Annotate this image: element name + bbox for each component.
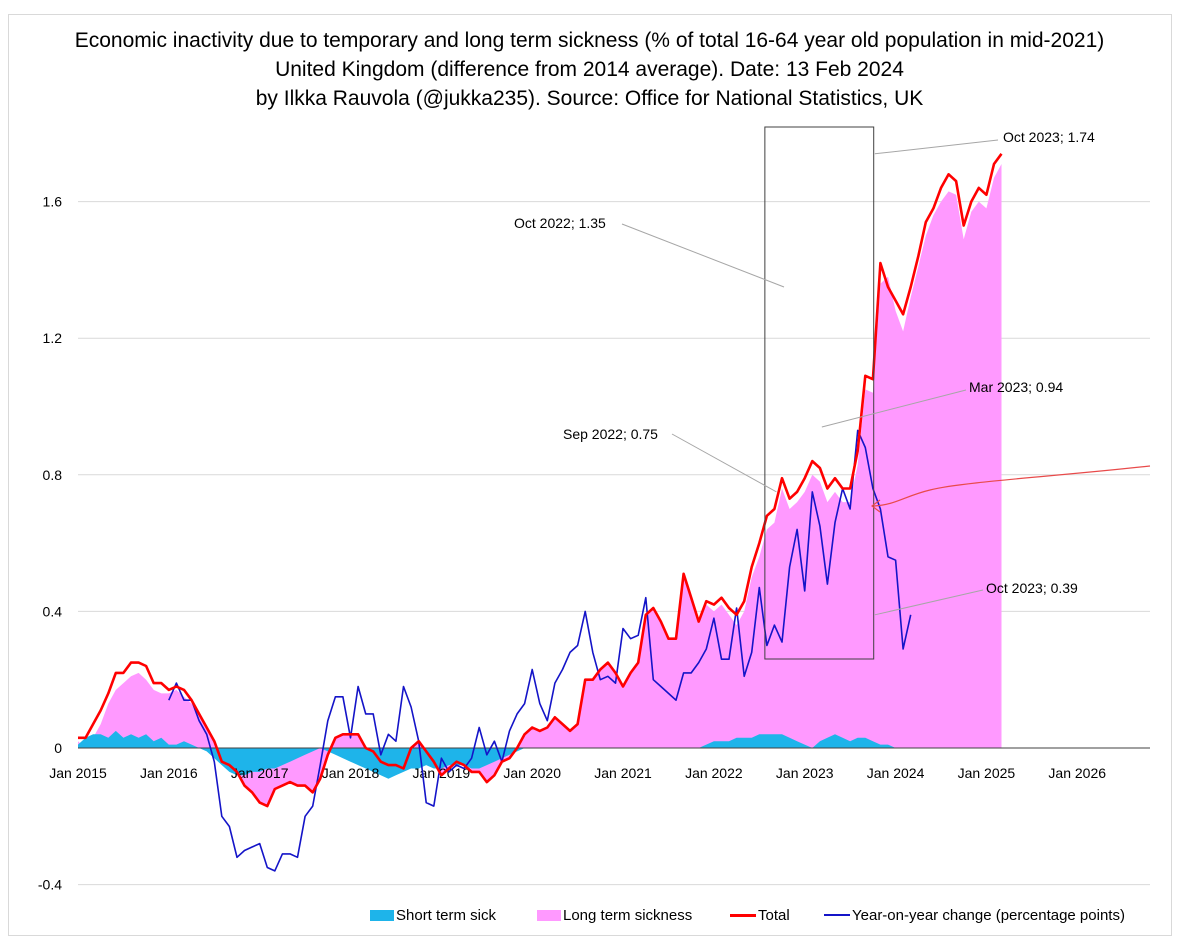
long-term-area — [78, 164, 1002, 807]
legend-swatch-long-term — [537, 909, 561, 921]
x-tick-label: Jan 2021 — [594, 765, 652, 781]
legend-label-yoy: Year-on-year change (percentage points) — [852, 906, 1125, 924]
x-tick-label: Jan 2020 — [503, 765, 561, 781]
x-tick-label: Jan 2025 — [958, 765, 1016, 781]
legend-swatch-short-term — [370, 909, 394, 921]
y-tick-label: 1.2 — [43, 330, 63, 346]
legend-item-yoy: Year-on-year change (percentage points) — [824, 905, 1125, 925]
chart-title-line-2: United Kingdom (difference from 2014 ave… — [275, 58, 904, 81]
annotation-leader — [874, 589, 984, 616]
x-tick-label: Jan 2022 — [685, 765, 743, 781]
legend-item-long-term: Long term sickness — [537, 905, 692, 925]
legend-item-total: Total — [730, 905, 790, 925]
projection-arrow — [873, 465, 1151, 507]
annotation-label: Oct 2023; 0.39 — [986, 580, 1078, 596]
yoy-line — [168, 429, 912, 872]
x-tick-label: Jan 2016 — [140, 765, 198, 781]
y-tick-label: 0.4 — [43, 603, 63, 619]
legend-swatch-yoy — [824, 914, 850, 916]
annotation-leader — [821, 389, 967, 428]
x-tick-label: Jan 2018 — [322, 765, 380, 781]
chart-frame — [8, 14, 1172, 936]
chart-title-line-1: Economic inactivity due to temporary and… — [74, 29, 1105, 52]
legend-item-short-term: Short term sick — [370, 905, 496, 925]
annotation-leader — [671, 433, 777, 493]
legend-swatch-total — [730, 913, 756, 917]
legend-label-long-term: Long term sickness — [563, 906, 693, 924]
annotation-label: Sep 2022; 0.75 — [563, 426, 658, 442]
y-tick-label: 1.6 — [43, 194, 63, 210]
total-line — [78, 153, 1003, 808]
legend-label-short-term: Short term sick — [396, 906, 497, 924]
annotation-label: Oct 2022; 1.35 — [514, 215, 606, 231]
y-tick-label: -0.4 — [38, 877, 62, 893]
x-tick-label: Jan 2017 — [231, 765, 289, 781]
chart-title-line-3: by Ilkka Rauvola (@jukka235). Source: Of… — [255, 87, 924, 110]
projection-arrow-head — [871, 499, 881, 513]
x-tick-label: Jan 2015 — [49, 765, 107, 781]
annotation-leader — [621, 223, 785, 288]
highlight-box — [764, 126, 875, 660]
annotation-leader — [874, 139, 999, 155]
annotation-label: Oct 2023; 1.74 — [1003, 129, 1095, 145]
short-term-area — [78, 730, 904, 779]
annotation-label: Mar 2023; 0.94 — [969, 379, 1063, 395]
legend-label-total: Total — [758, 906, 790, 924]
x-tick-label: Jan 2026 — [1048, 765, 1106, 781]
y-tick-label: 0.8 — [43, 467, 63, 483]
x-tick-label: Jan 2023 — [776, 765, 834, 781]
x-tick-label: Jan 2024 — [867, 765, 925, 781]
y-tick-label: 0 — [54, 740, 62, 756]
